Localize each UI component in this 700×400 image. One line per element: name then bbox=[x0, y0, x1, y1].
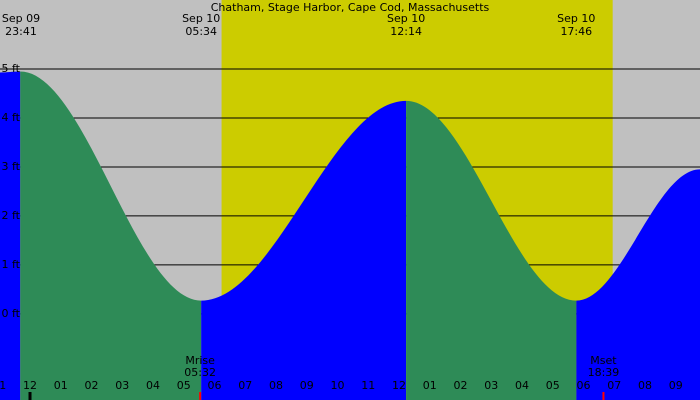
x-tick-label: 06 bbox=[576, 379, 590, 392]
moon-marker bbox=[199, 392, 202, 400]
moon-label: Mrise bbox=[185, 354, 215, 367]
event-date: Sep 09 bbox=[2, 12, 40, 25]
falling-tide bbox=[20, 71, 202, 400]
y-tick-label: 0 ft bbox=[2, 307, 21, 320]
falling-tide bbox=[406, 100, 577, 400]
x-tick-label: 05 bbox=[177, 379, 191, 392]
x-tick-label: 02 bbox=[453, 379, 467, 392]
event-date: Sep 10 bbox=[557, 12, 595, 25]
event-time: 17:46 bbox=[560, 25, 592, 38]
rising-tide bbox=[576, 169, 700, 400]
event-time: 05:34 bbox=[185, 25, 217, 38]
x-tick-label: 10 bbox=[330, 379, 344, 392]
x-tick-label: 12 bbox=[23, 379, 37, 392]
moon-label: Mset bbox=[590, 354, 617, 367]
y-tick-label: 5 ft bbox=[2, 62, 21, 75]
event-time: 23:41 bbox=[5, 25, 37, 38]
x-tick-label: 02 bbox=[85, 379, 99, 392]
x-tick-label: 09 bbox=[669, 379, 683, 392]
x-tick-label: 07 bbox=[607, 379, 621, 392]
x-tick-label: 04 bbox=[146, 379, 160, 392]
x-tick-label: 08 bbox=[638, 379, 652, 392]
x-tick-label: 07 bbox=[238, 379, 252, 392]
moon-time: 18:39 bbox=[588, 366, 620, 379]
event-date: Sep 10 bbox=[387, 12, 425, 25]
rising-tide bbox=[201, 100, 407, 400]
x-tick-label: 03 bbox=[484, 379, 498, 392]
x-tick-label: 08 bbox=[269, 379, 283, 392]
event-time: 12:14 bbox=[390, 25, 422, 38]
y-tick-label: 1 ft bbox=[2, 258, 21, 271]
x-tick-label: 03 bbox=[115, 379, 129, 392]
x-tick-label: 12 bbox=[392, 379, 406, 392]
midnight-marker bbox=[28, 392, 32, 400]
x-tick-label: 11 bbox=[361, 379, 375, 392]
rising-tide bbox=[0, 71, 21, 400]
x-tick-label: 01 bbox=[423, 379, 437, 392]
x-tick-label: 11 bbox=[0, 379, 6, 392]
y-tick-label: 4 ft bbox=[2, 111, 21, 124]
x-tick-label: 04 bbox=[515, 379, 529, 392]
moon-time: 05:32 bbox=[184, 366, 216, 379]
x-tick-label: 01 bbox=[54, 379, 68, 392]
x-tick-label: 05 bbox=[546, 379, 560, 392]
x-tick-label: 09 bbox=[300, 379, 314, 392]
event-date: Sep 10 bbox=[182, 12, 220, 25]
y-tick-label: 2 ft bbox=[2, 209, 21, 222]
x-tick-label: 06 bbox=[207, 379, 221, 392]
y-tick-label: 3 ft bbox=[2, 160, 21, 173]
moon-marker bbox=[602, 392, 605, 400]
chart-title: Chatham, Stage Harbor, Cape Cod, Massach… bbox=[211, 1, 490, 14]
